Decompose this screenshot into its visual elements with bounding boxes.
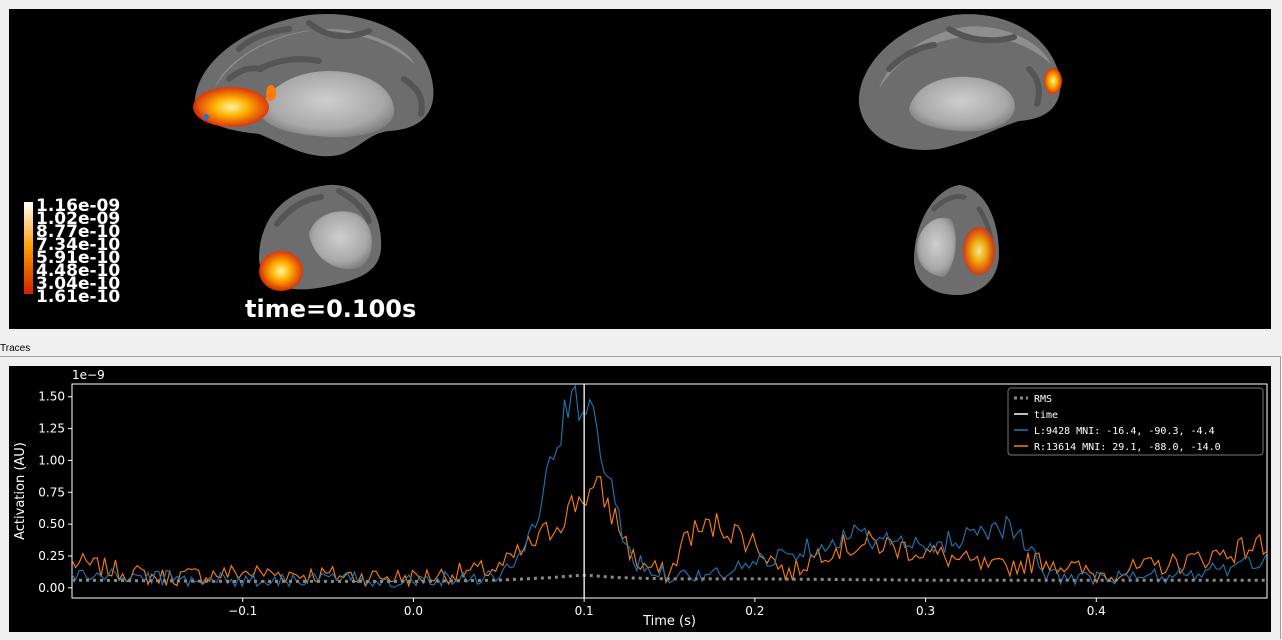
traces-plot-panel[interactable]: 0.00 0.25 0.50 0.75 1.00 1.25 1.50 −0.1 0.0 0.1 0.… xyxy=(9,366,1271,632)
legend-box xyxy=(1007,387,1264,456)
y-tick-label: 1.00 xyxy=(38,453,65,467)
y-axis-label: Activation (AU) xyxy=(13,442,28,540)
y-tick-label: 0.25 xyxy=(38,549,65,563)
x-tick-label: 0.0 xyxy=(404,604,423,618)
brain-3d-viewer[interactable]: 1.16e-09 1.02e-09 8.77e-10 7.34e-10 5.91e-10… xyxy=(9,9,1271,329)
series-rms-line xyxy=(72,573,1267,583)
y-tick-label: 1.50 xyxy=(38,390,65,404)
colorbar-label: 8.77e-10 xyxy=(36,222,120,242)
traces-chart[interactable]: 0.00 0.25 0.50 0.75 1.00 1.25 1.50 −0.1 0.0 0.1 0.… xyxy=(9,366,1271,632)
legend-entry: time xyxy=(1034,410,1058,421)
colorbar-label: 7.34e-10 xyxy=(36,235,120,255)
x-tick-label: 0.2 xyxy=(745,604,764,618)
x-axis-label: Time (s) xyxy=(642,614,696,629)
y-tick-label: 0.50 xyxy=(38,517,65,531)
brain-left-medial xyxy=(193,13,434,157)
colorbar-label: 1.61e-10 xyxy=(36,287,120,307)
legend-entry: L:9428 MNI: -16.4, -90.3, -4.4 xyxy=(1034,426,1215,437)
x-tick-label: 0.3 xyxy=(916,604,935,618)
colorbar-label: 1.16e-09 xyxy=(36,196,120,216)
brain-right-medial xyxy=(858,14,1062,150)
x-tick-label: 0.4 xyxy=(1087,604,1106,618)
colorbar xyxy=(24,202,33,294)
legend-entry: R:13614 MNI: 29.1, -88.0, -14.0 xyxy=(1034,442,1221,453)
colorbar-labels: 1.16e-091.02e-098.77e-107.34e-105.91e-10… xyxy=(36,196,120,307)
y-scale-label: 1e−9 xyxy=(72,368,105,382)
legend-entry: RMS xyxy=(1034,394,1052,405)
colorbar-label: 5.91e-10 xyxy=(36,248,120,268)
legend: RMS time L:9428 MNI: -16.4, -90.3, -4.4 R:1… xyxy=(1007,387,1264,456)
brain-render: 1.16e-091.02e-098.77e-107.34e-105.91e-10… xyxy=(24,13,1062,323)
colorbar-label: 3.04e-10 xyxy=(36,274,120,294)
series-right-line xyxy=(71,476,1268,588)
x-tick-label: 0.1 xyxy=(575,604,594,618)
brain-right-posterior xyxy=(914,185,999,295)
brain-left-posterior xyxy=(259,184,382,291)
colorbar-label: 4.48e-10 xyxy=(36,261,120,281)
traces-dock-title: Traces xyxy=(0,343,31,354)
time-readout: time=0.100s xyxy=(245,295,416,323)
x-tick-label: −0.1 xyxy=(228,604,257,618)
y-tick-label: 0.75 xyxy=(38,485,65,499)
plot-area-frame xyxy=(71,383,1268,599)
y-tick-label: 1.25 xyxy=(38,422,65,436)
colorbar-label: 1.02e-09 xyxy=(36,209,120,229)
y-tick-label: 0.00 xyxy=(38,581,65,595)
